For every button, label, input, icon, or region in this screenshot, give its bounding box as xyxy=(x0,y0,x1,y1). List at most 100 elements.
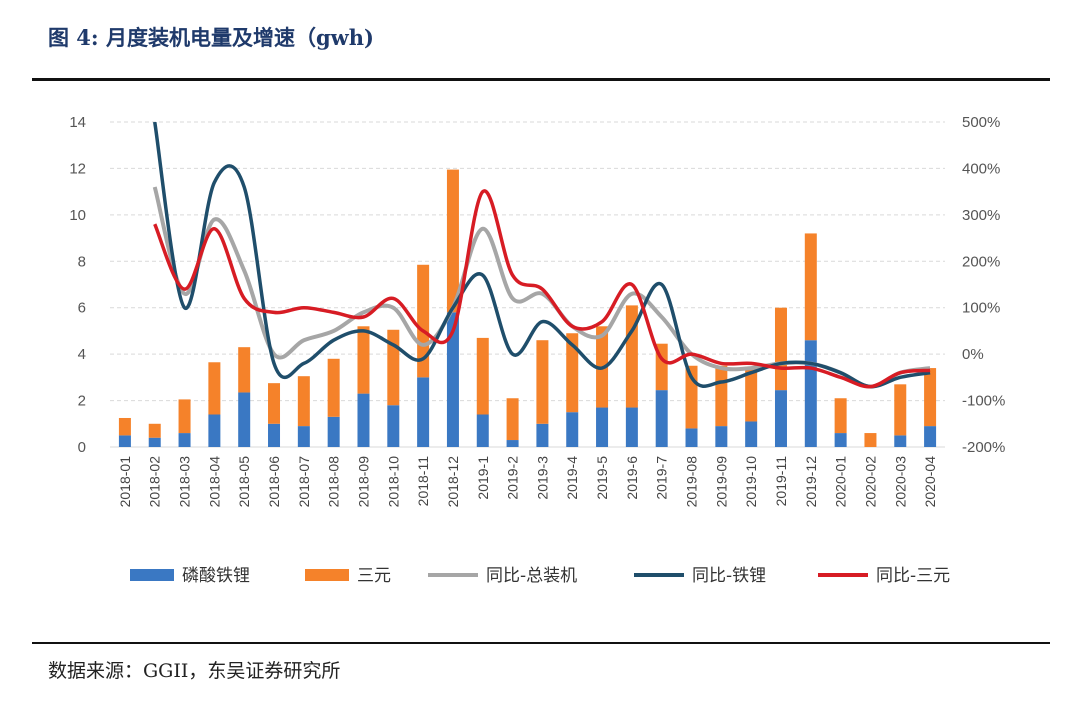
left-tick-label: 6 xyxy=(78,300,86,317)
x-tick-label: 2018-03 xyxy=(177,456,193,508)
x-tick-label: 2019-4 xyxy=(564,456,580,500)
right-tick-label: 400% xyxy=(962,160,1000,177)
left-tick-label: 12 xyxy=(69,160,86,177)
bar-lfp xyxy=(178,433,191,447)
left-tick-label: 14 xyxy=(69,114,86,131)
x-tick-label: 2019-10 xyxy=(743,456,759,508)
x-tick-label: 2019-08 xyxy=(684,456,700,508)
chart-canvas: 0 2 4 6 8 10 12 14 -200% -100% 0% 100% 200% 300% 400%… xyxy=(69,114,1005,586)
bar-lfp xyxy=(238,392,251,447)
bar-ncm xyxy=(327,358,340,417)
bar-ncm xyxy=(417,264,430,378)
bar-ncm xyxy=(566,333,579,413)
legend-label: 同比-总装机 xyxy=(486,566,577,586)
bar-lfp xyxy=(596,407,609,447)
bar-lfp xyxy=(745,421,758,447)
x-tick-label: 2018-01 xyxy=(117,456,133,508)
x-tick-label: 2018-12 xyxy=(445,456,461,508)
bar-ncm xyxy=(118,417,131,436)
bar-lfp xyxy=(715,426,728,447)
x-tick-label: 2018-08 xyxy=(326,456,342,508)
x-tick-label: 2019-12 xyxy=(803,456,819,508)
legend-label: 同比-铁锂 xyxy=(692,566,766,586)
x-tick-label: 2019-3 xyxy=(534,456,550,500)
bar-ncm xyxy=(864,433,877,447)
right-tick-label: 500% xyxy=(962,114,1000,131)
bar-ncm xyxy=(238,347,251,393)
x-tick-label: 2020-04 xyxy=(922,456,938,508)
left-tick-label: 10 xyxy=(69,207,86,224)
bar-ncm xyxy=(536,340,549,424)
left-tick-label: 2 xyxy=(78,393,86,410)
line-series xyxy=(152,122,931,389)
left-axis-ticks: 0 2 4 6 8 10 12 14 xyxy=(69,114,86,456)
x-tick-label: 2019-6 xyxy=(624,456,640,500)
bar-lfp xyxy=(625,407,638,447)
x-tick-label: 2018-02 xyxy=(147,456,163,508)
bar-lfp xyxy=(894,435,907,447)
right-tick-label: 200% xyxy=(962,253,1000,270)
bar-lfp xyxy=(208,414,221,447)
left-tick-label: 8 xyxy=(78,253,86,270)
bar-lfp xyxy=(148,437,161,447)
legend-swatch xyxy=(305,569,349,581)
bar-lfp xyxy=(804,340,817,447)
bar-lfp xyxy=(446,312,459,447)
line-yoy-ncm xyxy=(153,189,931,389)
bar-ncm xyxy=(894,384,907,436)
figure-title: 图 4: 月度装机电量及增速（gwh) xyxy=(48,25,374,50)
x-tick-label: 2020-03 xyxy=(892,456,908,508)
x-tick-label: 2018-11 xyxy=(415,456,431,507)
legend-label: 三元 xyxy=(357,566,391,586)
x-tick-label: 2018-04 xyxy=(206,456,222,508)
legend-label: 磷酸铁锂 xyxy=(182,566,250,586)
bottom-rule xyxy=(32,642,1050,644)
bar-lfp xyxy=(506,440,519,447)
right-tick-label: -200% xyxy=(962,439,1005,456)
bar-ncm xyxy=(297,376,310,427)
legend-swatch xyxy=(130,569,174,581)
bar-ncm xyxy=(774,307,787,391)
bar-lfp xyxy=(834,433,847,447)
right-tick-label: -100% xyxy=(962,393,1005,410)
bar-lfp xyxy=(476,414,489,447)
bar-lfp xyxy=(268,423,281,447)
bar-series xyxy=(118,169,937,447)
right-tick-label: 300% xyxy=(962,207,1000,224)
x-tick-label: 2019-5 xyxy=(594,456,610,500)
bar-ncm xyxy=(924,368,937,427)
x-tick-label: 2018-05 xyxy=(236,456,252,508)
bar-ncm xyxy=(804,233,817,341)
x-tick-label: 2018-06 xyxy=(266,456,282,508)
bar-ncm xyxy=(715,365,728,427)
bar-lfp xyxy=(118,435,131,447)
bar-ncm xyxy=(446,169,459,313)
bar-lfp xyxy=(297,426,310,447)
x-tick-label: 2019-1 xyxy=(475,456,491,500)
bar-lfp xyxy=(357,393,370,447)
right-tick-label: 0% xyxy=(962,346,984,363)
x-tick-label: 2020-02 xyxy=(862,456,878,508)
bar-lfp xyxy=(655,390,668,447)
x-tick-label: 2020-01 xyxy=(833,456,849,508)
top-rule xyxy=(32,78,1050,81)
left-tick-label: 4 xyxy=(78,346,86,363)
x-tick-label: 2019-2 xyxy=(505,456,521,500)
bar-lfp xyxy=(387,405,400,447)
bar-ncm xyxy=(506,398,519,441)
bar-ncm xyxy=(834,398,847,434)
x-tick-label: 2019-7 xyxy=(654,456,670,500)
line-yoy-lfp xyxy=(153,122,931,389)
left-tick-label: 0 xyxy=(78,439,86,456)
x-tick-label: 2019-09 xyxy=(713,456,729,508)
bar-lfp xyxy=(536,423,549,447)
bar-ncm xyxy=(625,305,638,408)
bar-ncm xyxy=(268,383,281,424)
x-tick-label: 2019-11 xyxy=(773,456,789,507)
bar-lfp xyxy=(566,412,579,447)
right-tick-label: 100% xyxy=(962,300,1000,317)
bar-ncm xyxy=(357,326,370,394)
legend-label: 同比-三元 xyxy=(876,566,950,586)
right-axis-ticks: -200% -100% 0% 100% 200% 300% 400% 500% xyxy=(962,114,1005,456)
x-axis-ticks: 2018-01 2018-02 2018-03 2018-04 2018-05 2018-… xyxy=(117,456,938,508)
